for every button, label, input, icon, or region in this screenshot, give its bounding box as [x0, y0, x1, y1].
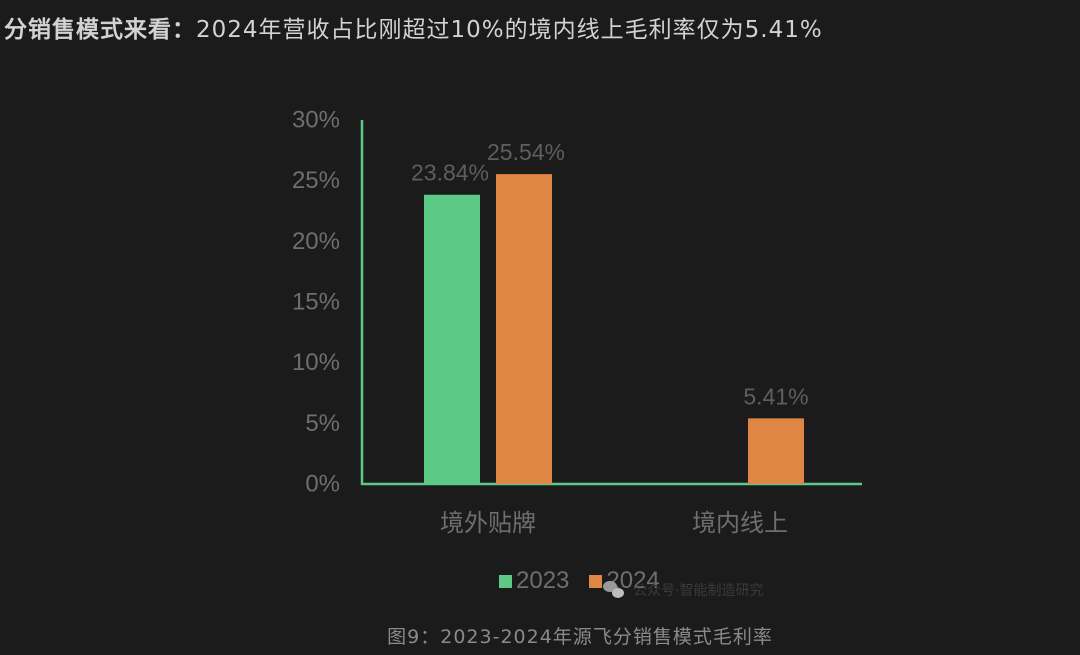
watermark-text: 公众号·智能制造研究 [633, 583, 764, 599]
headline-text: 2024年营收占比刚超过10%的境内线上毛利率仅为5.41% [196, 17, 823, 43]
headline-lead: 分销售模式来看： [4, 17, 196, 43]
legend-swatch-2023 [499, 574, 512, 588]
data-label-2024: 5.41% [743, 383, 808, 409]
y-tick-label: 20% [292, 228, 340, 255]
legend-label-2023: 2023 [516, 567, 570, 594]
legend-item-2023: 2023 [499, 567, 569, 595]
y-tick-label: 30% [292, 107, 340, 134]
bar-2023 [424, 194, 480, 484]
data-label-2023: 23.84% [411, 160, 489, 186]
data-label-2024: 25.54% [487, 139, 565, 165]
bar-2024 [496, 174, 552, 484]
y-tick-label: 5% [305, 410, 340, 437]
legend: 2023 2024 [499, 567, 660, 595]
legend-item-2024: 2024 [589, 567, 660, 595]
wechat-icon [603, 581, 625, 599]
y-tick-label: 10% [292, 349, 340, 376]
x-category-label: 境外贴牌 [440, 509, 536, 537]
legend-swatch-2024 [589, 574, 603, 588]
bar-2024 [748, 418, 804, 484]
y-tick-label: 15% [292, 289, 340, 316]
y-tick-label: 25% [292, 167, 340, 194]
figure-caption: 图9：2023-2024年源飞分销售模式毛利率 [387, 626, 773, 648]
y-tick-label: 0% [305, 471, 340, 498]
headline: 分销售模式来看：2024年营收占比刚超过10%的境内线上毛利率仅为5.41% [4, 10, 823, 44]
watermark: 公众号·智能制造研究 [603, 580, 763, 600]
x-category-label: 境内线上 [692, 509, 788, 537]
